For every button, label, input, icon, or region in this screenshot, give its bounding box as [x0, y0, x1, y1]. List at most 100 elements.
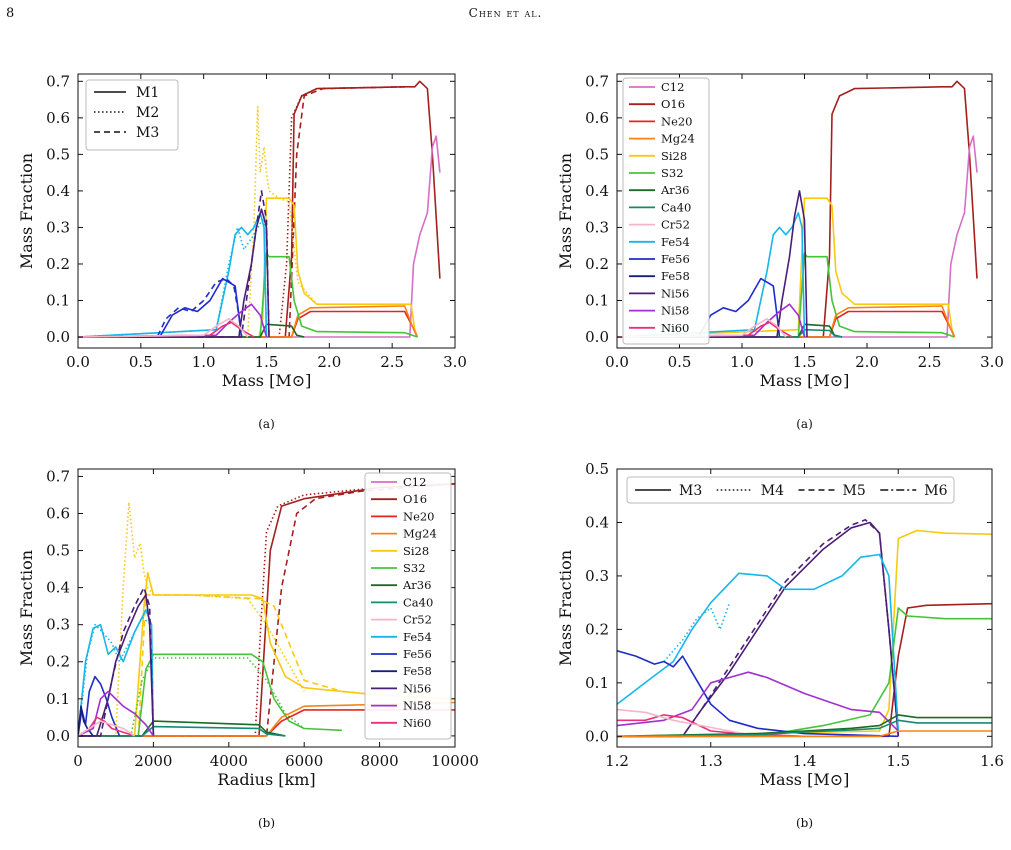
legend-label: Ne20 — [403, 509, 435, 523]
x-axis-label: Radius [km] — [217, 770, 315, 789]
y-tick-label: 0.4 — [585, 513, 609, 531]
legend-label: Mg24 — [661, 132, 695, 146]
legend-label: M6 — [924, 483, 947, 499]
y-tick-label: 0.7 — [46, 72, 70, 90]
y-axis-label: Mass Fraction — [17, 153, 36, 269]
legend-box — [85, 79, 179, 151]
x-tick-label: 1.3 — [699, 752, 723, 770]
legend-label: Ni56 — [661, 286, 689, 300]
x-tick-label: 1.5 — [793, 353, 817, 371]
legend-label: Cr52 — [661, 218, 690, 232]
legend-label: Fe58 — [403, 664, 432, 678]
y-tick-label: 0.1 — [46, 690, 70, 708]
x-tick-label: 1.5 — [886, 752, 910, 770]
y-tick-label: 0.5 — [585, 460, 609, 478]
series-line-ni56 — [617, 521, 900, 738]
panel-caption: (a) — [258, 417, 275, 431]
series-line-mg24 — [617, 730, 992, 738]
x-tick-label: 1.2 — [605, 752, 629, 770]
series-line-ni58 — [78, 303, 268, 338]
legend-label: C12 — [403, 475, 426, 489]
plot-frame — [77, 468, 456, 748]
legend: C12 O16 Ne20 Mg24 Si28 S32 Ar36 Ca40 Cr52 Fe54 Fe5… — [364, 472, 452, 740]
legend-box — [364, 472, 452, 740]
legend-label: M3 — [136, 125, 159, 141]
x-tick-label: 1.0 — [192, 353, 216, 371]
legend-label: Fe56 — [661, 252, 690, 266]
x-tick-label: 2.0 — [317, 353, 341, 371]
legend-label: M3 — [679, 483, 702, 499]
legend-box — [626, 476, 955, 504]
series-line-fe56 — [617, 650, 899, 738]
y-tick-label: 0.2 — [46, 255, 70, 273]
x-tick-label: 4000 — [210, 752, 248, 770]
y-axis-label: Mass Fraction — [556, 153, 575, 269]
legend-label: M5 — [843, 483, 866, 499]
series-line-fe56 — [78, 277, 243, 338]
x-tick-label: 0.0 — [66, 353, 90, 371]
series-line-o16 — [78, 483, 455, 737]
legend-label: Fe54 — [661, 235, 690, 249]
y-tick-label: 0.3 — [585, 567, 609, 585]
x-tick-label: 6000 — [285, 752, 323, 770]
y-axis-label: Mass Fraction — [17, 550, 36, 666]
legend-label: Si28 — [403, 544, 429, 558]
series-line-si28 — [78, 594, 380, 737]
legend-label: Fe58 — [661, 269, 690, 283]
legend-label: C12 — [661, 80, 684, 94]
legend: M3 M4 M5 M6 — [626, 476, 955, 504]
legend-box — [622, 77, 710, 345]
y-tick-label: 0.2 — [585, 255, 609, 273]
legend-label: S32 — [403, 561, 426, 575]
y-tick-label: 0.2 — [585, 620, 609, 638]
series-line-s32 — [78, 653, 342, 737]
plot-frame — [616, 468, 993, 748]
series-line-cr52 — [617, 708, 758, 738]
legend-label: M2 — [136, 105, 159, 121]
legend-label: Ca40 — [661, 200, 691, 214]
series-line-fe54 — [617, 553, 900, 732]
x-tick-label: 1.4 — [793, 752, 817, 770]
series-line-c12 — [617, 135, 978, 338]
y-tick-label: 0.5 — [46, 542, 70, 560]
y-tick-label: 0.1 — [585, 292, 609, 310]
y-tick-label: 0.6 — [46, 504, 70, 522]
series-line-cr52 — [78, 318, 249, 338]
panel-caption: (b) — [796, 816, 813, 830]
legend-label: Cr52 — [403, 613, 432, 627]
x-axis-label: Mass [M⊙] — [222, 371, 312, 390]
series-line-ni56 — [78, 586, 155, 737]
y-tick-label: 0.1 — [46, 292, 70, 310]
panel-caption: (b) — [258, 816, 275, 830]
page-number: 8 — [6, 6, 15, 21]
series-line-ni56 — [617, 519, 900, 738]
series-line-s32 — [78, 252, 418, 338]
y-tick-label: 0.7 — [585, 72, 609, 90]
series-line-ar36 — [617, 714, 992, 738]
legend-label: M4 — [761, 483, 784, 499]
legend-label: O16 — [403, 492, 427, 506]
x-tick-label: 2.0 — [855, 353, 879, 371]
x-tick-label: 8000 — [361, 752, 399, 770]
series-line-ni58 — [617, 303, 806, 338]
legend-label: Si28 — [661, 149, 687, 163]
y-tick-label: 0.1 — [585, 674, 609, 692]
series-group — [617, 80, 978, 338]
y-tick-label: 0.5 — [46, 145, 70, 163]
x-tick-label: 3.0 — [980, 353, 1004, 371]
x-tick-label: 0.0 — [605, 353, 629, 371]
panel-caption: (a) — [796, 417, 813, 431]
series-line-ni56 — [78, 594, 155, 737]
legend-label: S32 — [661, 166, 684, 180]
series-line-ca40 — [78, 725, 286, 737]
x-tick-label: 2.5 — [918, 353, 942, 371]
y-tick-label: 0.0 — [46, 328, 70, 346]
series-line-ni56 — [617, 190, 808, 338]
running-head: Chen et al. — [468, 6, 543, 20]
x-tick-label: 10000 — [431, 752, 479, 770]
y-tick-label: 0.3 — [585, 218, 609, 236]
x-axis-label: Mass [M⊙] — [760, 371, 850, 390]
series-line-ni56 — [78, 190, 270, 338]
y-tick-label: 0.4 — [46, 182, 70, 200]
